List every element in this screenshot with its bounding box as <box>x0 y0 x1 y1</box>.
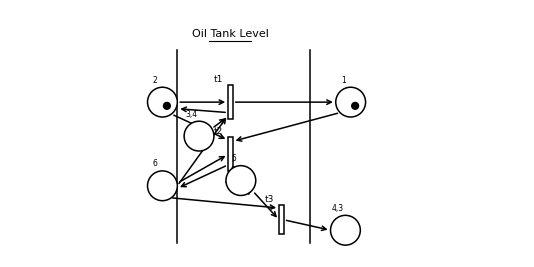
Text: Siren
Acknow
Relay: Siren Acknow Relay <box>225 166 257 195</box>
Text: 2: 2 <box>153 76 158 85</box>
Text: 6: 6 <box>153 159 158 168</box>
Bar <box>228 138 233 171</box>
Text: Oil Tank Level: Oil Tank Level <box>192 29 269 39</box>
Circle shape <box>163 103 170 109</box>
Circle shape <box>226 166 256 195</box>
Text: Push
Button: Push Button <box>148 176 177 195</box>
Circle shape <box>331 215 360 245</box>
Text: Lamp: Lamp <box>187 132 210 141</box>
Circle shape <box>147 171 177 201</box>
Circle shape <box>336 87 366 117</box>
Text: t2: t2 <box>214 127 223 136</box>
Text: 5: 5 <box>231 154 236 163</box>
Text: 1: 1 <box>341 76 345 85</box>
Text: Lamp: Lamp <box>334 226 357 235</box>
Circle shape <box>147 87 177 117</box>
Text: Siren: Siren <box>340 98 362 107</box>
Bar <box>279 205 284 234</box>
Circle shape <box>184 121 214 151</box>
Text: t3: t3 <box>264 195 274 204</box>
Bar <box>228 85 233 119</box>
Text: t1: t1 <box>214 75 223 84</box>
Text: 3,4: 3,4 <box>185 109 198 119</box>
Text: Oil
Sensor: Oil Sensor <box>148 92 177 112</box>
Circle shape <box>352 103 358 109</box>
Text: 4,3: 4,3 <box>332 204 344 213</box>
